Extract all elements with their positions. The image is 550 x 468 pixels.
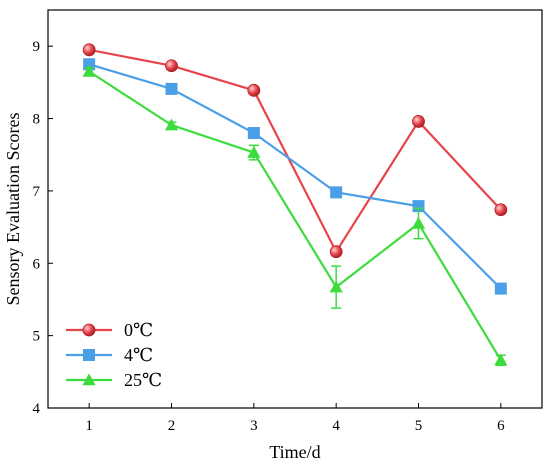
data-point (330, 186, 343, 199)
series-0 (82, 43, 508, 259)
series-layer (82, 43, 508, 367)
legend-item: 0℃ (66, 320, 153, 340)
legend-label: 0℃ (124, 320, 153, 340)
y-tick-label: 5 (33, 329, 41, 345)
plot-frame (47, 9, 543, 409)
legend-item: 4℃ (66, 345, 153, 365)
x-tick-label: 3 (250, 418, 258, 434)
data-point (494, 203, 508, 217)
x-tick-label: 1 (85, 418, 93, 434)
data-point (165, 82, 178, 95)
legend-marker (82, 373, 96, 386)
data-point (247, 145, 261, 158)
data-point (412, 200, 425, 213)
x-tick-label: 5 (415, 418, 423, 434)
data-point (164, 118, 179, 131)
data-point (247, 83, 261, 97)
data-point (329, 280, 343, 293)
series-1 (83, 58, 507, 295)
data-point (494, 282, 507, 295)
data-point (494, 353, 508, 366)
y-tick-label: 8 (33, 112, 41, 128)
y-axis-label: Sensory Evaluation Scores (3, 113, 23, 306)
y-tick-label: 9 (33, 39, 41, 55)
data-point (82, 43, 96, 57)
x-tick-label: 2 (168, 418, 176, 434)
legend-marker (83, 349, 95, 361)
x-tick-label: 6 (497, 418, 505, 434)
series-2 (82, 64, 508, 367)
y-tick-label: 7 (33, 184, 41, 200)
y-axis: 4 5 6 7 8 9 (33, 39, 53, 417)
data-point (412, 115, 425, 128)
y-tick-label: 6 (33, 256, 41, 272)
legend-item: 25℃ (66, 370, 162, 390)
legend-label: 25℃ (124, 370, 162, 390)
x-axis-label: Time/d (269, 442, 320, 462)
x-axis: 1 2 3 4 5 6 (85, 403, 505, 434)
series-line (88, 63, 502, 290)
legend-label: 4℃ (124, 345, 153, 365)
data-point (329, 245, 343, 259)
legend-marker (82, 323, 96, 337)
data-point (82, 64, 96, 77)
series-line (88, 70, 502, 361)
data-point (411, 216, 426, 229)
data-point (165, 59, 178, 73)
series-line (88, 48, 502, 254)
data-point (247, 127, 260, 140)
legend: 0℃ 4℃ 25℃ (66, 320, 162, 390)
x-tick-label: 4 (332, 418, 340, 434)
y-tick-label: 4 (33, 401, 41, 417)
